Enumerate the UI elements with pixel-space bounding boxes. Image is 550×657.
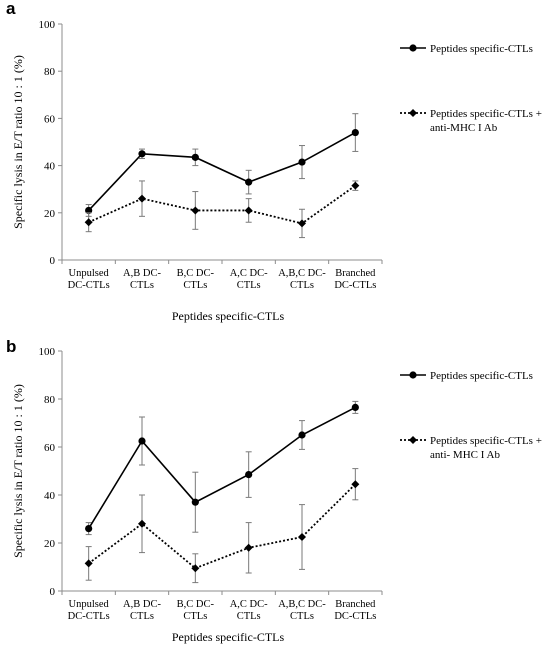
y-tick-label: 40 <box>44 490 56 502</box>
legend-label: Peptides specific-CTLs + <box>430 435 542 447</box>
x-tick-label: B,C DC- <box>177 599 215 610</box>
series-line <box>88 131 356 211</box>
data-point <box>138 150 146 158</box>
series-line <box>88 184 356 225</box>
x-tick-label: CTLs <box>183 280 207 291</box>
data-point <box>138 519 146 528</box>
x-tick-label: Unpulsed <box>69 268 110 279</box>
data-point <box>191 206 200 215</box>
data-point <box>191 564 200 573</box>
data-point <box>191 498 199 506</box>
y-tick-label: 40 <box>44 161 56 173</box>
x-tick-label: B,C DC- <box>177 268 215 279</box>
data-point <box>351 480 360 489</box>
data-point <box>85 206 93 215</box>
legend-label: Peptides specific-CTLs <box>430 43 533 55</box>
x-tick-label: A,B,C DC- <box>278 599 326 610</box>
legend-marker <box>409 109 417 117</box>
x-tick-label: CTLs <box>183 611 207 622</box>
y-tick-label: 80 <box>44 66 56 78</box>
data-point <box>298 533 306 541</box>
x-tick-label: CTLs <box>237 611 261 622</box>
y-tick-label: 100 <box>39 346 56 358</box>
x-tick-label: Branched <box>335 599 376 610</box>
y-tick-label: 20 <box>44 538 56 550</box>
x-tick-label: CTLs <box>130 611 154 622</box>
y-tick-label: 20 <box>44 208 56 220</box>
x-tick-label: A,C DC- <box>230 599 268 610</box>
x-tick-label: Unpulsed <box>69 599 110 610</box>
x-tick-label: CTLs <box>130 280 154 291</box>
x-tick-label: A,B DC- <box>123 599 161 610</box>
data-point <box>298 219 306 228</box>
x-tick-label: DC-CTLs <box>68 611 110 622</box>
legend-label: Peptides specific-CTLs <box>430 370 533 382</box>
data-point <box>298 158 306 166</box>
data-point <box>191 153 199 161</box>
data-point <box>138 437 146 445</box>
data-point <box>351 181 360 190</box>
data-point <box>244 543 253 552</box>
legend-marker <box>409 44 417 52</box>
data-point <box>84 559 93 568</box>
x-tick-label: CTLs <box>290 280 314 291</box>
panel-label: a <box>6 0 16 18</box>
data-point <box>244 206 253 215</box>
y-tick-label: 80 <box>44 394 56 406</box>
y-tick-label: 0 <box>50 255 56 267</box>
x-tick-label: A,B,C DC- <box>278 268 326 279</box>
x-tick-label: A,C DC- <box>230 268 268 279</box>
x-tick-label: DC-CTLs <box>334 611 376 622</box>
series-line <box>88 483 356 570</box>
x-tick-label: A,B DC- <box>123 268 161 279</box>
x-tick-label: CTLs <box>290 611 314 622</box>
y-axis-label: Specific lysis in E/T ratio 10 : 1 (%) <box>11 384 25 558</box>
y-axis-label: Specific lysis in E/T ratio 10 : 1 (%) <box>11 55 25 229</box>
legend-label: anti-MHC I Ab <box>430 122 498 134</box>
panel-label: b <box>6 337 16 356</box>
x-tick-label: DC-CTLs <box>334 280 376 291</box>
data-point <box>245 178 253 186</box>
legend-label: anti- MHC I Ab <box>430 449 500 461</box>
y-tick-label: 0 <box>50 586 56 598</box>
y-tick-label: 60 <box>44 113 56 125</box>
data-point <box>351 403 359 411</box>
data-point <box>298 431 306 439</box>
legend-marker <box>409 436 417 444</box>
data-point <box>85 525 93 533</box>
data-point <box>84 218 93 227</box>
data-point <box>245 471 253 479</box>
x-tick-label: Branched <box>335 268 376 279</box>
y-tick-label: 60 <box>44 442 56 454</box>
x-tick-label: DC-CTLs <box>68 280 110 291</box>
series-line <box>87 406 356 530</box>
legend-marker <box>409 371 417 379</box>
x-tick-label: CTLs <box>237 280 261 291</box>
legend-label: Peptides specific-CTLs + <box>430 108 542 120</box>
x-axis-label: Peptides specific-CTLs <box>172 309 285 323</box>
data-point <box>351 128 359 137</box>
y-tick-label: 100 <box>39 19 56 31</box>
x-axis-label: Peptides specific-CTLs <box>172 630 285 644</box>
data-point <box>138 194 146 203</box>
